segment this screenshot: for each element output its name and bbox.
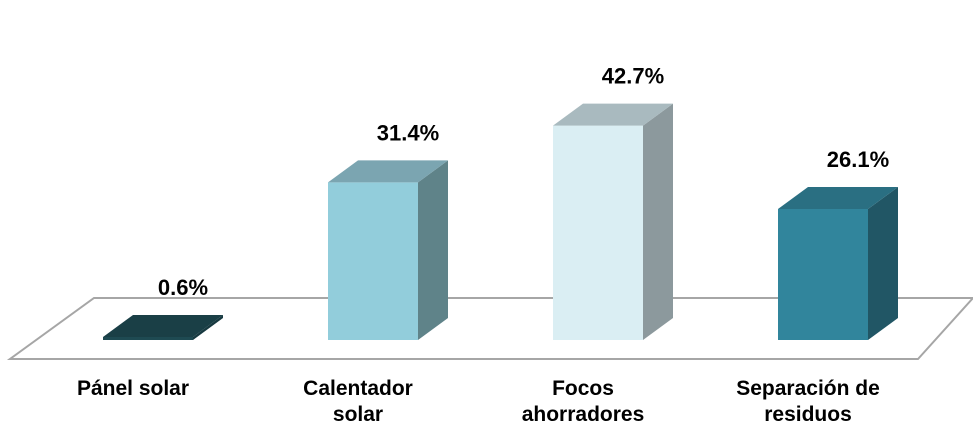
bar-3-top	[553, 103, 673, 126]
value-label-2: 31.4%	[377, 120, 439, 145]
bar-4	[778, 186, 898, 340]
bar-4-side	[868, 186, 898, 340]
bar-2-side	[418, 160, 448, 340]
bar-1	[103, 314, 223, 340]
bars-group	[103, 103, 898, 341]
category-label-1: Pánel solar	[77, 377, 189, 400]
category-label-4: Separación de residuos	[736, 377, 880, 426]
category-label-2: Calentador solar	[303, 377, 413, 426]
bar-3-front	[553, 125, 643, 341]
bar-4-top	[778, 186, 898, 209]
bar-2	[328, 160, 448, 340]
bar-3	[553, 103, 673, 341]
bar-2-top	[328, 160, 448, 183]
category-labels-group: Pánel solar Calentador solar Focos ahorrador…	[77, 377, 880, 426]
category-label-3-line-2: ahorradores	[522, 403, 645, 426]
category-label-4-line-2: residuos	[764, 403, 852, 426]
bar-1-top	[103, 314, 223, 337]
bar-4-front	[778, 208, 868, 340]
category-label-4-line-1: Separación de	[736, 377, 880, 400]
bar-3-side	[643, 103, 673, 341]
bar-1-front	[103, 336, 193, 340]
value-label-4: 26.1%	[827, 147, 889, 172]
category-label-2-line-2: solar	[333, 403, 383, 426]
value-labels-group: 0.6% 31.4% 42.7% 26.1%	[158, 64, 889, 300]
chart-floor	[6, 297, 973, 360]
category-label-2-line-1: Calentador	[303, 377, 413, 400]
category-label-3-line-1: Focos	[552, 377, 614, 400]
bar-1-side	[193, 314, 223, 340]
category-label-1-line-1: Pánel solar	[77, 377, 189, 400]
value-label-3: 42.7%	[602, 64, 664, 89]
category-label-3: Focos ahorradores	[522, 377, 645, 426]
value-label-1: 0.6%	[158, 275, 208, 300]
bar-2-front	[328, 182, 418, 340]
